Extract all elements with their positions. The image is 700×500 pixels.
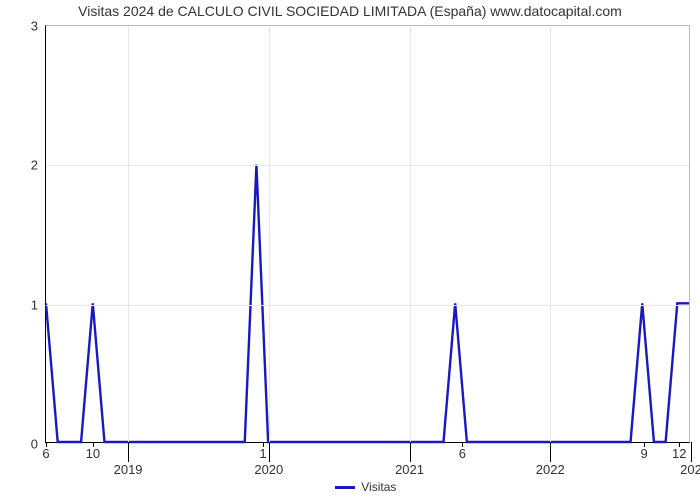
gridline-h bbox=[46, 165, 689, 166]
x-tick-mark bbox=[462, 442, 463, 447]
y-tick-label: 3 bbox=[31, 19, 46, 34]
gridline-v bbox=[128, 26, 129, 442]
x-tick-mark bbox=[269, 442, 270, 462]
x-tick-label-major: 2021 bbox=[395, 462, 424, 477]
legend-swatch bbox=[335, 486, 355, 489]
x-tick-label-major: 2020 bbox=[254, 462, 283, 477]
x-tick-mark bbox=[679, 442, 680, 447]
x-tick-mark bbox=[93, 442, 94, 447]
x-tick-label-major: 2019 bbox=[114, 462, 143, 477]
x-tick-mark bbox=[550, 442, 551, 462]
line-series bbox=[46, 26, 689, 442]
chart-container: Visitas 2024 de CALCULO CIVIL SOCIEDAD L… bbox=[0, 0, 700, 500]
x-tick-mark bbox=[410, 442, 411, 462]
x-tick-label-major: 202 bbox=[680, 462, 700, 477]
legend: Visitas bbox=[335, 480, 396, 494]
x-tick-label-major: 2022 bbox=[536, 462, 565, 477]
gridline-v bbox=[550, 26, 551, 442]
x-tick-mark bbox=[263, 442, 264, 447]
y-tick-label: 2 bbox=[31, 158, 46, 173]
gridline-v bbox=[269, 26, 270, 442]
chart-title: Visitas 2024 de CALCULO CIVIL SOCIEDAD L… bbox=[0, 3, 700, 19]
x-tick-mark bbox=[691, 442, 692, 462]
legend-label: Visitas bbox=[361, 480, 396, 494]
gridline-h bbox=[46, 305, 689, 306]
y-tick-label: 1 bbox=[31, 297, 46, 312]
plot-area: 0123610169122019202020212022202 bbox=[45, 25, 690, 443]
x-tick-mark bbox=[128, 442, 129, 462]
x-tick-mark bbox=[644, 442, 645, 447]
gridline-v bbox=[410, 26, 411, 442]
x-tick-mark bbox=[46, 442, 47, 447]
